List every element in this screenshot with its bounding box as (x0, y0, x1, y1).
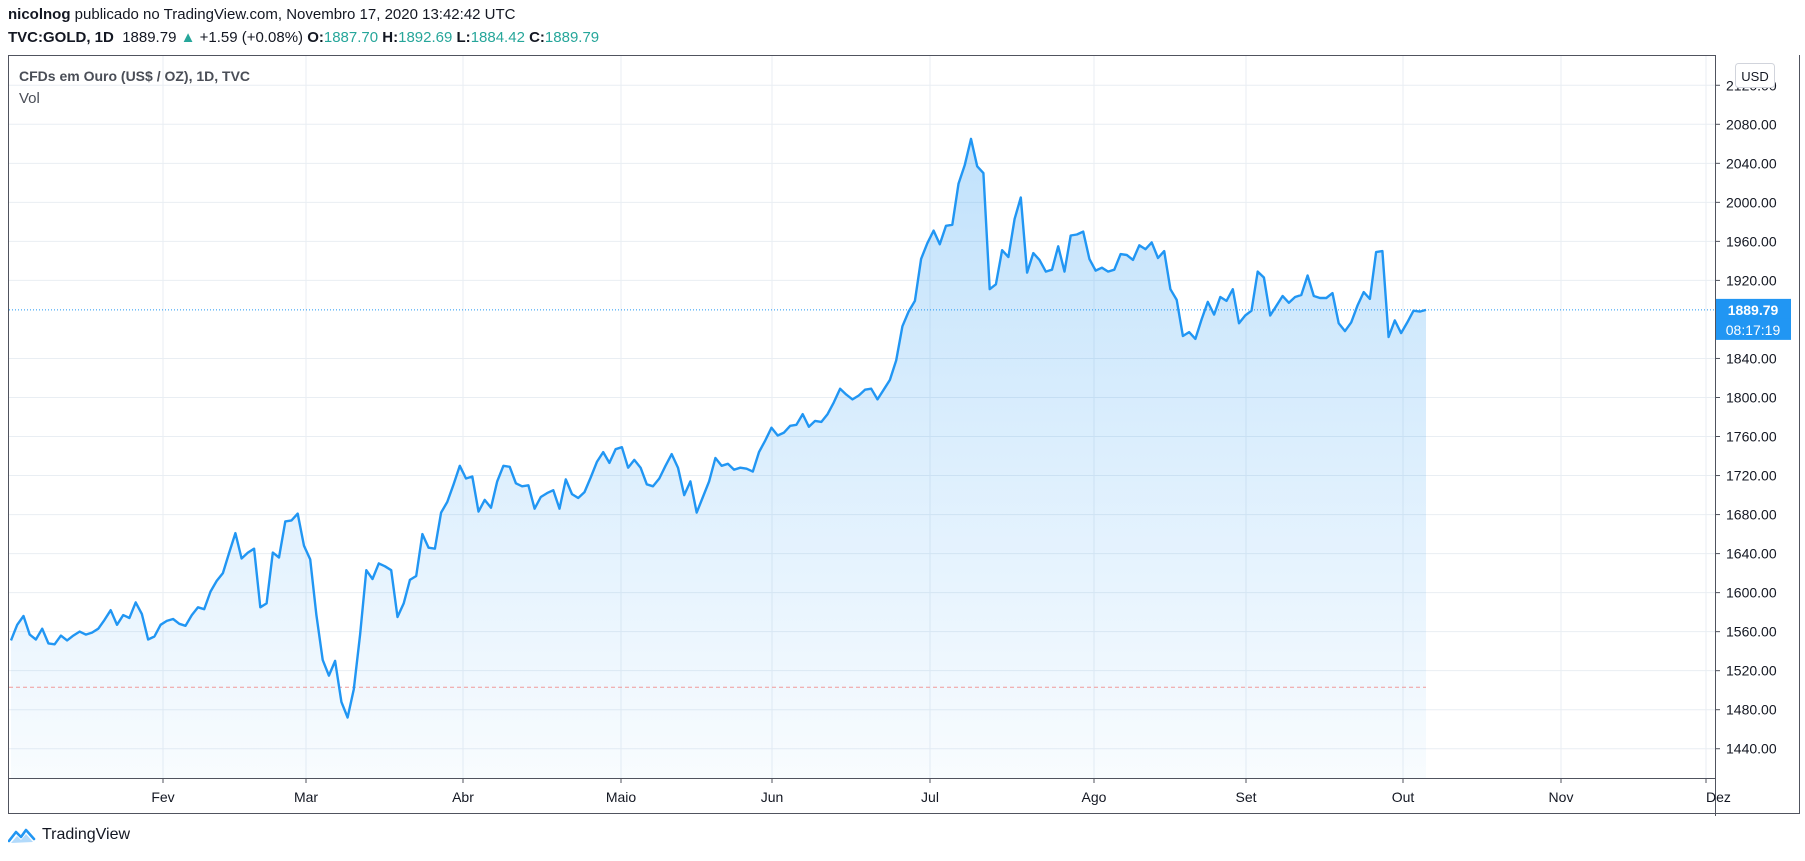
price-scale[interactable]: 1440.00 1480.00 1520.00 1560.00 1600.00 1640.… (1715, 77, 1777, 757)
countdown-text: 08:17:19 (1726, 322, 1781, 338)
x-tick-label: Maio (606, 789, 637, 805)
author-name[interactable]: nicolnog (8, 6, 71, 23)
low-label: L: (456, 29, 471, 46)
y-tick-label: 1760.00 (1726, 429, 1777, 445)
y-tick-label: 1440.00 (1726, 741, 1777, 757)
currency-button[interactable]: USD (1735, 63, 1775, 88)
last-price-badge: 1889.79 (1716, 298, 1791, 320)
currency-label: USD (1741, 69, 1768, 84)
y-tick-label: 1840.00 (1726, 350, 1777, 366)
y-tick-label: 1640.00 (1726, 546, 1777, 562)
brand-name: TradingView (42, 826, 131, 843)
high-value: 1892.69 (398, 29, 453, 46)
publish-text: publicado no TradingView.com, Novembro 1… (74, 6, 516, 23)
x-tick-label: Nov (1549, 789, 1574, 805)
last-price: 1889.79 (122, 29, 177, 46)
open-label: O: (307, 29, 324, 46)
x-tick-label: Fev (151, 789, 174, 805)
x-tick-label: Jun (761, 789, 784, 805)
open-value: 1887.70 (323, 29, 379, 46)
x-tick-label: Abr (452, 789, 474, 805)
brand-footer[interactable]: TradingView (8, 826, 130, 844)
x-tick-label: Mar (294, 789, 318, 805)
legend-volume: Vol (19, 90, 40, 107)
x-tick-label: Dez (1706, 789, 1731, 805)
y-tick-label: 1560.00 (1726, 624, 1777, 640)
ohlc-bar: TVC:GOLD, 1D 1889.79 ▲ +1.59 (+0.08%) O:… (8, 29, 599, 46)
y-tick-label: 1480.00 (1726, 702, 1777, 718)
close-label: C: (529, 29, 545, 46)
y-tick-label: 2080.00 (1726, 116, 1777, 132)
x-tick-label: Ago (1082, 789, 1107, 805)
up-triangle-icon: ▲ (180, 29, 196, 46)
close-value: 1889.79 (544, 29, 600, 46)
price-change: +1.59 (+0.08%) (199, 29, 304, 46)
publish-info: nicolnog publicado no TradingView.com, N… (8, 6, 516, 23)
x-tick-label: Out (1392, 789, 1415, 805)
countdown-badge: 08:17:19 (1716, 318, 1791, 340)
x-tick-label: Set (1235, 789, 1256, 805)
y-tick-label: 1920.00 (1726, 272, 1777, 288)
symbol-label: TVC:GOLD, 1D (8, 29, 114, 46)
low-value: 1884.42 (470, 29, 525, 46)
price-line (9, 137, 1427, 719)
last-price-badge-text: 1889.79 (1728, 302, 1779, 318)
y-tick-label: 1960.00 (1726, 233, 1777, 249)
y-tick-label: 2000.00 (1726, 194, 1777, 210)
high-label: H: (382, 29, 399, 46)
y-tick-label: 1800.00 (1726, 389, 1777, 405)
tradingview-logo-icon (8, 828, 36, 843)
time-scale[interactable]: Fev Mar Abr Maio Jun Jul Ago Set Out Nov Dez (151, 778, 1731, 805)
y-tick-label: 1720.00 (1726, 468, 1777, 484)
y-tick-label: 1600.00 (1726, 585, 1777, 601)
y-tick-label: 1520.00 (1726, 663, 1777, 679)
y-tick-label: 1680.00 (1726, 507, 1777, 523)
legend-title: CFDs em Ouro (US$ / OZ), 1D, TVC (19, 68, 250, 84)
y-tick-label: 2040.00 (1726, 155, 1777, 171)
x-tick-label: Jul (921, 789, 939, 805)
chart-legend: CFDs em Ouro (US$ / OZ), 1D, TVC Vol (19, 68, 250, 107)
price-area (11, 138, 1426, 778)
